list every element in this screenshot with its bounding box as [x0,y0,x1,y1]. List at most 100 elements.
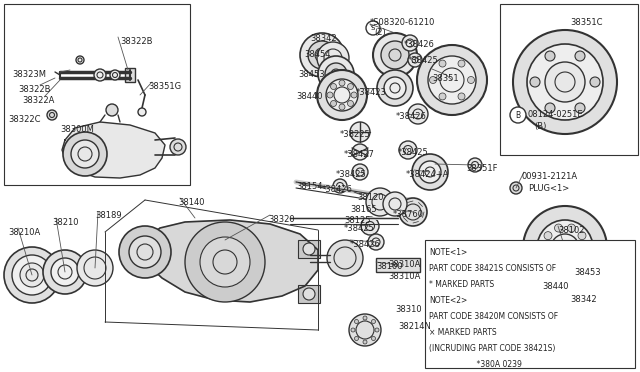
Text: 38440: 38440 [296,92,323,101]
Circle shape [308,41,336,69]
Circle shape [578,256,586,264]
Text: 38300M: 38300M [60,125,94,134]
Circle shape [558,270,586,298]
Circle shape [317,42,349,74]
Text: 38102: 38102 [558,226,584,235]
Text: 38210A: 38210A [8,228,40,237]
Circle shape [348,100,353,106]
Circle shape [106,104,118,116]
Text: *38425: *38425 [344,224,375,233]
Text: *38426: *38426 [404,40,435,49]
Circle shape [94,69,106,81]
Text: NOTE<1>: NOTE<1> [429,248,467,257]
Text: 38322C: 38322C [8,115,40,124]
Circle shape [371,337,376,340]
Circle shape [43,250,87,294]
Text: *38760: *38760 [393,210,424,219]
Text: 38310: 38310 [395,305,422,314]
Text: *380A 0239: *380A 0239 [429,360,522,369]
Text: (B): (B) [534,122,547,131]
Text: B: B [515,110,520,119]
Circle shape [368,234,384,250]
Circle shape [352,164,368,180]
Circle shape [569,261,591,283]
Text: *38426: *38426 [396,112,427,121]
Circle shape [330,100,337,106]
Circle shape [138,108,146,116]
Circle shape [326,79,358,111]
Bar [425,240,635,368]
Text: *S08320-61210: *S08320-61210 [370,18,435,27]
Text: 38214N: 38214N [398,322,431,331]
Circle shape [545,62,585,102]
Circle shape [317,70,367,120]
Text: *38423: *38423 [356,88,387,97]
Circle shape [4,247,60,303]
Text: 38351: 38351 [432,74,459,83]
Text: NOTE<2>: NOTE<2> [429,296,467,305]
Circle shape [366,188,394,216]
Text: 38322A: 38322A [22,96,54,105]
Circle shape [76,56,84,64]
Circle shape [527,44,603,120]
Text: *38426: *38426 [350,240,381,249]
Circle shape [361,217,379,235]
Circle shape [371,320,376,324]
Text: 38342: 38342 [570,295,596,304]
Text: 38120: 38120 [357,193,383,202]
Circle shape [20,263,44,287]
Circle shape [77,250,113,286]
Text: 38351G: 38351G [148,82,181,91]
Circle shape [545,51,555,61]
Text: 38154: 38154 [296,182,323,191]
Text: 38210: 38210 [52,218,79,227]
Circle shape [568,224,575,232]
Circle shape [513,30,617,134]
Circle shape [439,93,446,100]
Text: 38453: 38453 [574,268,600,277]
Text: 38342: 38342 [310,34,337,43]
Text: 38125: 38125 [344,216,371,225]
Circle shape [185,222,265,302]
Circle shape [568,264,575,272]
Circle shape [71,140,99,168]
Circle shape [47,110,57,120]
Circle shape [399,198,427,226]
Polygon shape [62,122,165,178]
Text: *38424+A: *38424+A [406,170,449,179]
Circle shape [375,328,379,332]
Circle shape [333,179,347,193]
Circle shape [355,320,358,324]
Text: 38165: 38165 [350,205,376,214]
Text: S: S [371,25,375,31]
Circle shape [339,104,345,110]
Circle shape [399,141,417,159]
Circle shape [510,107,526,123]
Circle shape [348,84,353,90]
Circle shape [544,232,552,240]
Circle shape [510,182,522,194]
Circle shape [327,240,363,276]
Circle shape [349,314,381,346]
Circle shape [129,236,161,268]
Text: (2): (2) [374,28,386,37]
Circle shape [523,206,607,290]
Circle shape [351,328,355,332]
Circle shape [554,264,563,272]
Bar [298,240,320,258]
Bar [500,4,638,155]
Circle shape [582,244,590,252]
Circle shape [428,56,476,104]
Circle shape [63,132,107,176]
Circle shape [351,92,357,98]
Circle shape [417,45,487,115]
Circle shape [350,122,370,142]
Circle shape [300,33,344,77]
Text: 38189: 38189 [95,211,122,220]
Circle shape [439,60,446,67]
Text: *38425: *38425 [398,148,429,157]
Circle shape [575,51,585,61]
Circle shape [119,226,171,278]
Circle shape [377,70,413,106]
Text: *38426: *38426 [322,185,353,194]
